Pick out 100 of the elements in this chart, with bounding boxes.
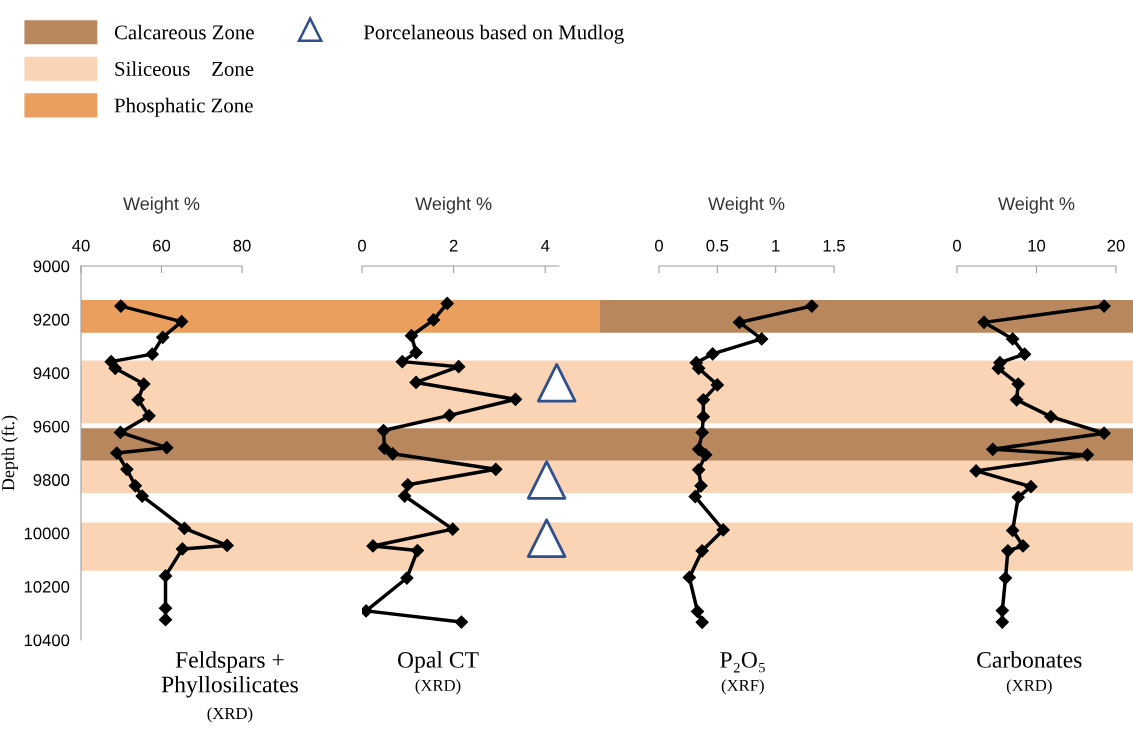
point (536, 362, 577, 403)
point (113, 425, 128, 440)
point (426, 313, 441, 327)
point (995, 604, 1009, 618)
point (694, 479, 708, 493)
point (805, 299, 819, 313)
x-tick-label: 60 (153, 239, 171, 252)
point (156, 330, 170, 344)
x-tick-label: 20 (1107, 239, 1125, 252)
x-axis-title: Weight % (708, 196, 785, 214)
point (977, 315, 991, 329)
point (716, 523, 730, 537)
point (682, 570, 696, 585)
point (160, 441, 174, 455)
point (692, 442, 706, 456)
x-tick-label: 10 (1028, 239, 1046, 252)
y-axis-title: Depth (ft.) (1, 415, 18, 491)
point (1097, 426, 1111, 440)
point (131, 393, 145, 407)
point (1011, 377, 1025, 391)
x-tick-label: 2 (449, 239, 458, 252)
point (366, 539, 380, 553)
x-tick-label: 0 (358, 239, 366, 252)
point (108, 361, 122, 375)
point (452, 360, 466, 374)
text: (XRD) (415, 679, 461, 695)
point (145, 347, 159, 361)
x-tick-label: 0 (655, 239, 663, 252)
point (526, 460, 567, 500)
point (175, 542, 190, 556)
text: Feldspars + Phyllosilicates (161, 651, 298, 698)
point (696, 410, 710, 424)
point (995, 615, 1009, 629)
point (410, 543, 425, 558)
y-tick-label: 10200 (24, 580, 70, 593)
y-tick-label: 9400 (33, 367, 70, 380)
point (386, 447, 400, 461)
point (128, 479, 142, 493)
point (692, 463, 706, 477)
point (442, 408, 457, 422)
text: Carbonates (977, 651, 1082, 668)
point (400, 571, 414, 585)
point (695, 544, 709, 558)
point (409, 375, 423, 390)
point (1016, 539, 1030, 553)
x-tick-label: 80 (233, 239, 251, 252)
point (1017, 347, 1032, 361)
point (1097, 299, 1111, 313)
y-tick-label: 9200 (33, 313, 70, 326)
point (969, 464, 983, 478)
point (1011, 490, 1025, 504)
point (526, 518, 567, 558)
legend-label: Calcareous Zone (114, 24, 254, 40)
point (1044, 410, 1058, 424)
point (695, 615, 709, 629)
point (696, 393, 710, 407)
point (998, 571, 1013, 585)
point (1080, 448, 1094, 462)
point (158, 613, 173, 627)
y-tick-label: 9600 (33, 420, 70, 433)
point (732, 315, 747, 329)
legend-label: Phosphatic Zone (114, 97, 253, 117)
point (377, 441, 392, 455)
y-tick-label: 10400 (24, 634, 70, 647)
point (404, 329, 419, 343)
text: (XRD) (1006, 679, 1052, 695)
y-tick-label: 10000 (24, 527, 70, 540)
point (114, 299, 128, 313)
point (120, 462, 134, 476)
point (409, 345, 423, 360)
point (137, 377, 151, 391)
x-tick-label: 0 (953, 239, 961, 252)
point (489, 462, 503, 476)
point (110, 446, 124, 460)
point (1024, 480, 1038, 494)
point (1006, 523, 1020, 538)
x-tick-label: 4 (541, 239, 550, 252)
text: (XRF) (721, 679, 764, 695)
legend-label: Siliceous Zone (115, 61, 254, 76)
text: (XRD) (207, 707, 253, 723)
point (401, 478, 415, 492)
point (688, 489, 702, 504)
point (398, 489, 412, 503)
x-tick-label: 1.5 (823, 239, 845, 252)
x-tick-label: 1 (772, 239, 780, 252)
point (158, 601, 173, 615)
x-tick-label: 0.5 (706, 239, 729, 252)
point (1001, 544, 1015, 558)
point (1006, 332, 1020, 346)
point (376, 423, 391, 438)
point (175, 314, 189, 329)
point (220, 538, 234, 553)
point (142, 409, 156, 423)
x-axis-title: Weight % (998, 196, 1075, 214)
point (706, 347, 720, 361)
text: P₂O₅ (720, 651, 765, 673)
point (986, 442, 1000, 456)
x-tick-label: 40 (72, 239, 90, 252)
legend-label: Porcelaneous based on Mudlog (363, 24, 624, 44)
point (454, 615, 469, 629)
